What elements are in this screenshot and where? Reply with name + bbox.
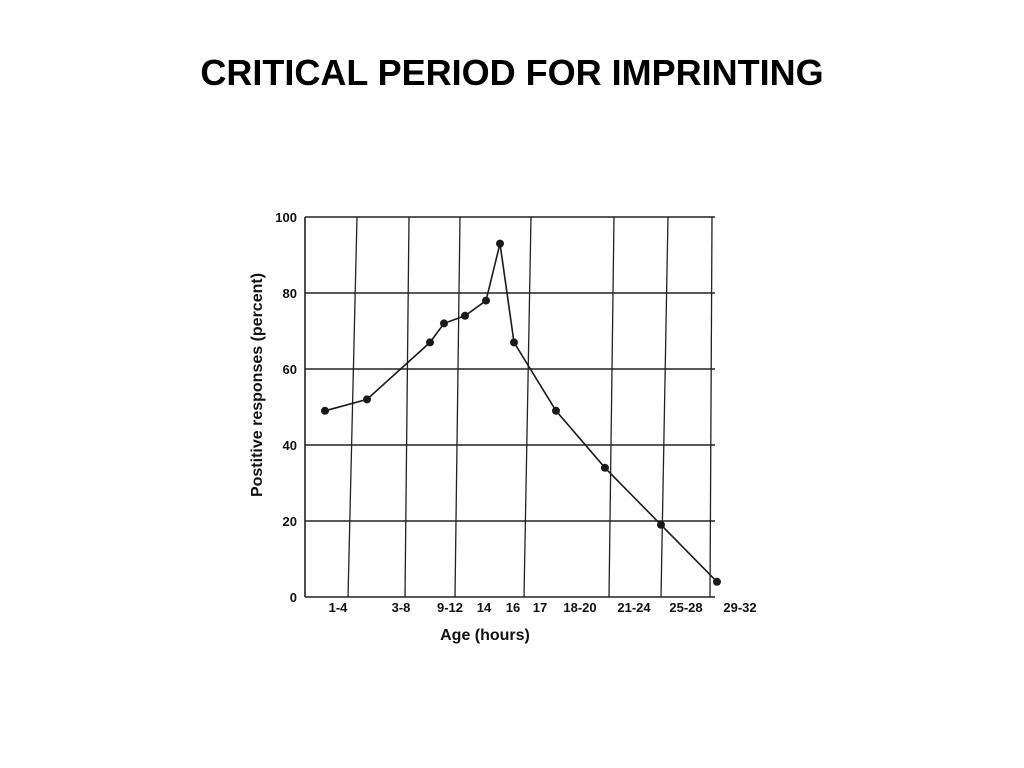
y-tick-label: 100: [275, 210, 297, 225]
y-axis-title: Postitive responses (percent): [249, 273, 266, 497]
data-point: [321, 406, 329, 415]
data-point: [657, 520, 665, 529]
v-gridline: [709, 216, 713, 598]
data-point: [713, 577, 721, 586]
x-axis-title: Age (hours): [440, 627, 530, 644]
x-tick-label: 25-28: [669, 600, 702, 615]
grid-layer: [304, 216, 715, 598]
series-layer: [321, 239, 721, 586]
x-tick-label: 18-20: [563, 600, 596, 615]
data-point: [363, 395, 371, 404]
y-tick-label: 60: [283, 362, 297, 377]
data-point: [601, 463, 609, 472]
data-point: [461, 311, 469, 320]
data-point: [482, 296, 490, 305]
x-tick-label: 29-32: [723, 600, 756, 615]
axis-layer: 0 20 40 60 80 100 1-4 3-8 9-12 14 16 17 18-20 21-24 25…: [275, 210, 756, 615]
y-tick-label: 0: [290, 590, 297, 605]
slide-title: CRITICAL PERIOD FOR IMPRINTING: [200, 52, 824, 93]
x-tick-label: 14: [477, 600, 492, 615]
y-tick-label: 20: [283, 514, 297, 529]
data-point: [552, 406, 560, 415]
v-gridline: [347, 216, 358, 598]
v-gridline: [404, 216, 410, 598]
x-tick-label: 21-24: [617, 600, 651, 615]
data-point: [496, 239, 504, 248]
y-tick-label: 80: [283, 286, 297, 301]
v-gridline: [608, 216, 615, 598]
y-tick-label: 40: [283, 438, 297, 453]
x-tick-label: 16: [506, 600, 520, 615]
x-tick-label: 1-4: [329, 600, 349, 615]
v-gridline: [523, 216, 532, 598]
x-tick-label: 9-12: [437, 600, 463, 615]
x-tick-label: 3-8: [392, 600, 411, 615]
v-gridline: [454, 216, 461, 598]
data-point: [440, 319, 448, 328]
series-line: [324, 243, 718, 583]
data-point: [426, 338, 434, 347]
data-point: [510, 338, 518, 347]
x-tick-label: 17: [533, 600, 547, 615]
v-gridline: [660, 216, 669, 598]
